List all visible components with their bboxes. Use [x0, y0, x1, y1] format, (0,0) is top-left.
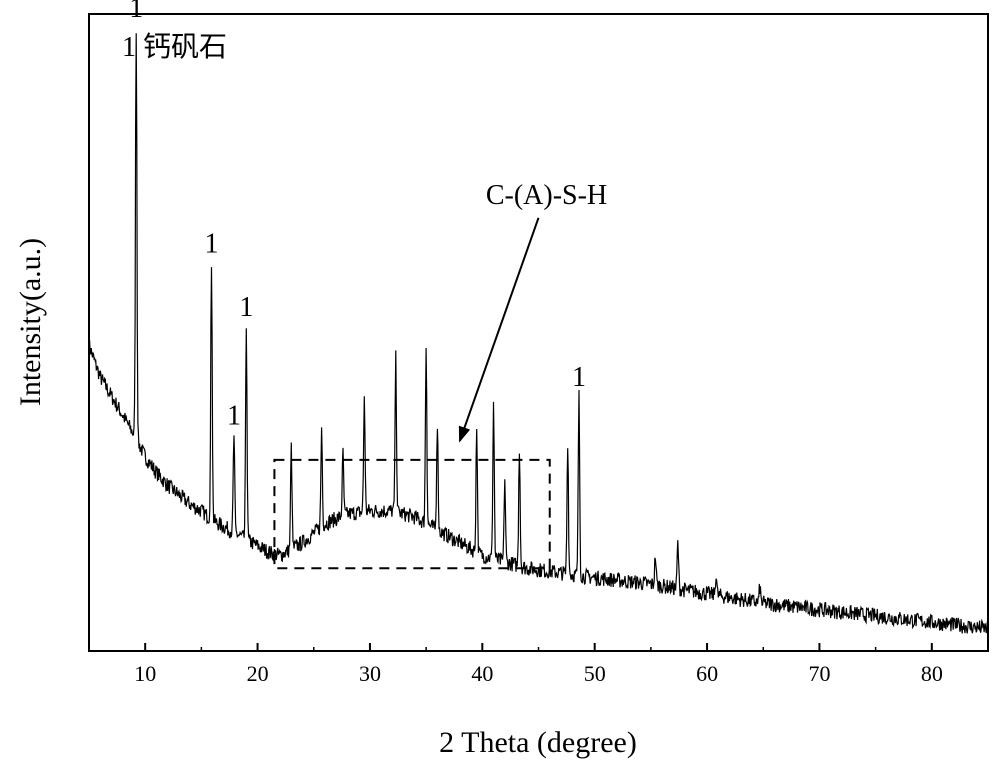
csh-label: C-(A)-S-H	[486, 180, 607, 211]
legend-text: 1 钙矾石	[122, 31, 227, 63]
x-tick-label: 70	[808, 661, 830, 686]
peak-marker-label: 1	[227, 400, 241, 431]
plot-frame	[88, 13, 989, 652]
csh-region-box	[273, 458, 551, 570]
x-tick-label: 30	[359, 661, 381, 686]
csh-arrow	[458, 217, 540, 443]
annotation-layer: 1 钙矾石 1 1 1 1 1 C-(A)-S-H	[122, 0, 607, 570]
x-tick-label: 50	[584, 661, 606, 686]
y-axis-title: Intensity(a.u.)	[14, 238, 47, 406]
peak-marker-label: 1	[239, 292, 253, 323]
x-ticks: 10 20 30 40 50 60 70 80	[88, 643, 989, 686]
peak-marker-label: 1	[572, 362, 586, 393]
x-tick-label: 60	[696, 661, 718, 686]
peak-marker-label: 1	[204, 228, 218, 259]
x-axis-title: 2 Theta (degree)	[439, 726, 637, 759]
peak-marker-label: 1	[129, 0, 143, 24]
x-tick-label: 20	[247, 661, 269, 686]
spectrum-layer	[88, 33, 989, 634]
x-tick-label: 80	[921, 661, 943, 686]
x-tick-label: 40	[471, 661, 493, 686]
x-tick-label: 10	[134, 661, 156, 686]
xrd-pattern-line	[88, 33, 989, 634]
